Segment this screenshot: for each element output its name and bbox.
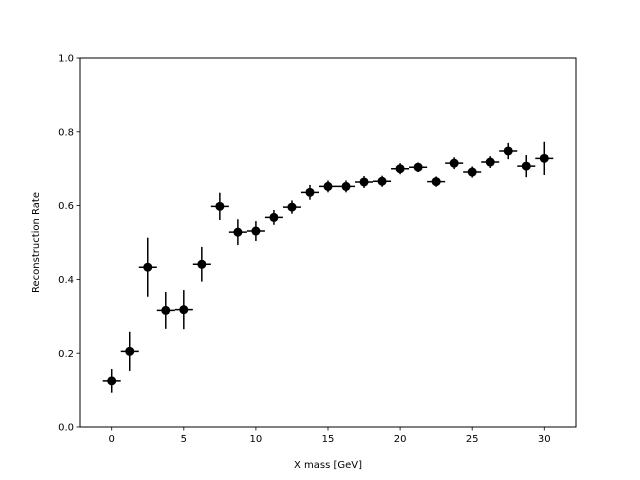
y-tick-label: 0.6 — [58, 201, 74, 212]
data-point — [427, 176, 446, 187]
point-marker — [287, 202, 297, 212]
point-marker — [377, 176, 387, 186]
x-tick-label: 0 — [109, 434, 115, 445]
data-point — [463, 166, 482, 178]
data-point — [391, 163, 410, 175]
data-point — [192, 246, 211, 282]
point-marker — [521, 161, 531, 171]
x-tick-label: 15 — [322, 434, 335, 445]
data-point — [373, 175, 392, 187]
point-marker — [323, 181, 333, 191]
x-tick-label: 20 — [394, 434, 407, 445]
data-point — [337, 180, 356, 193]
point-marker — [359, 177, 369, 187]
y-axis-ticks: 0.0 0.2 0.4 0.6 0.8 1.0 — [58, 54, 80, 434]
point-marker — [341, 181, 351, 191]
data-point — [102, 369, 121, 393]
y-tick-label: 0.4 — [58, 275, 74, 286]
point-marker — [395, 164, 405, 174]
point-marker — [485, 157, 495, 167]
point-marker — [215, 201, 225, 211]
data-point — [535, 141, 554, 175]
data-series — [102, 141, 554, 393]
data-point — [499, 142, 518, 160]
point-marker — [413, 162, 423, 172]
point-marker — [539, 153, 549, 163]
x-tick-label: 25 — [466, 434, 479, 445]
point-marker — [449, 158, 459, 168]
y-tick-label: 0.2 — [58, 349, 74, 360]
data-point — [300, 184, 319, 200]
data-point — [318, 180, 338, 193]
point-marker — [125, 346, 135, 356]
y-tick-label: 0.0 — [58, 423, 74, 434]
data-point — [246, 221, 265, 242]
data-point — [445, 157, 464, 170]
plot-frame — [79, 57, 577, 428]
data-point — [409, 162, 428, 173]
data-point — [174, 290, 193, 330]
data-point — [264, 210, 283, 225]
x-tick-label: 5 — [181, 434, 187, 445]
data-point — [210, 192, 229, 220]
point-marker — [179, 305, 189, 315]
data-point — [120, 331, 139, 371]
y-tick-label: 1.0 — [58, 54, 74, 65]
data-point — [517, 155, 536, 178]
point-marker — [197, 259, 207, 269]
data-point — [228, 219, 247, 246]
point-marker — [143, 262, 153, 272]
point-marker — [251, 226, 261, 236]
x-axis-ticks: 0 5 10 15 20 25 30 — [109, 427, 551, 445]
data-point — [138, 237, 157, 297]
x-tick-label: 30 — [538, 434, 551, 445]
x-axis-label: X mass [GeV] — [294, 460, 362, 471]
point-marker — [305, 187, 315, 197]
data-point — [282, 200, 301, 214]
data-point — [355, 176, 374, 188]
x-tick-label: 10 — [250, 434, 263, 445]
point-marker — [161, 305, 171, 315]
y-axis-label: Reconstruction Rate — [31, 192, 42, 293]
data-point — [156, 291, 175, 329]
y-tick-label: 0.8 — [58, 127, 74, 138]
data-point — [481, 156, 500, 168]
point-marker — [467, 167, 477, 177]
point-marker — [431, 177, 441, 187]
point-marker — [269, 212, 279, 222]
point-marker — [503, 146, 513, 156]
point-marker — [233, 227, 243, 237]
point-marker — [107, 376, 117, 386]
